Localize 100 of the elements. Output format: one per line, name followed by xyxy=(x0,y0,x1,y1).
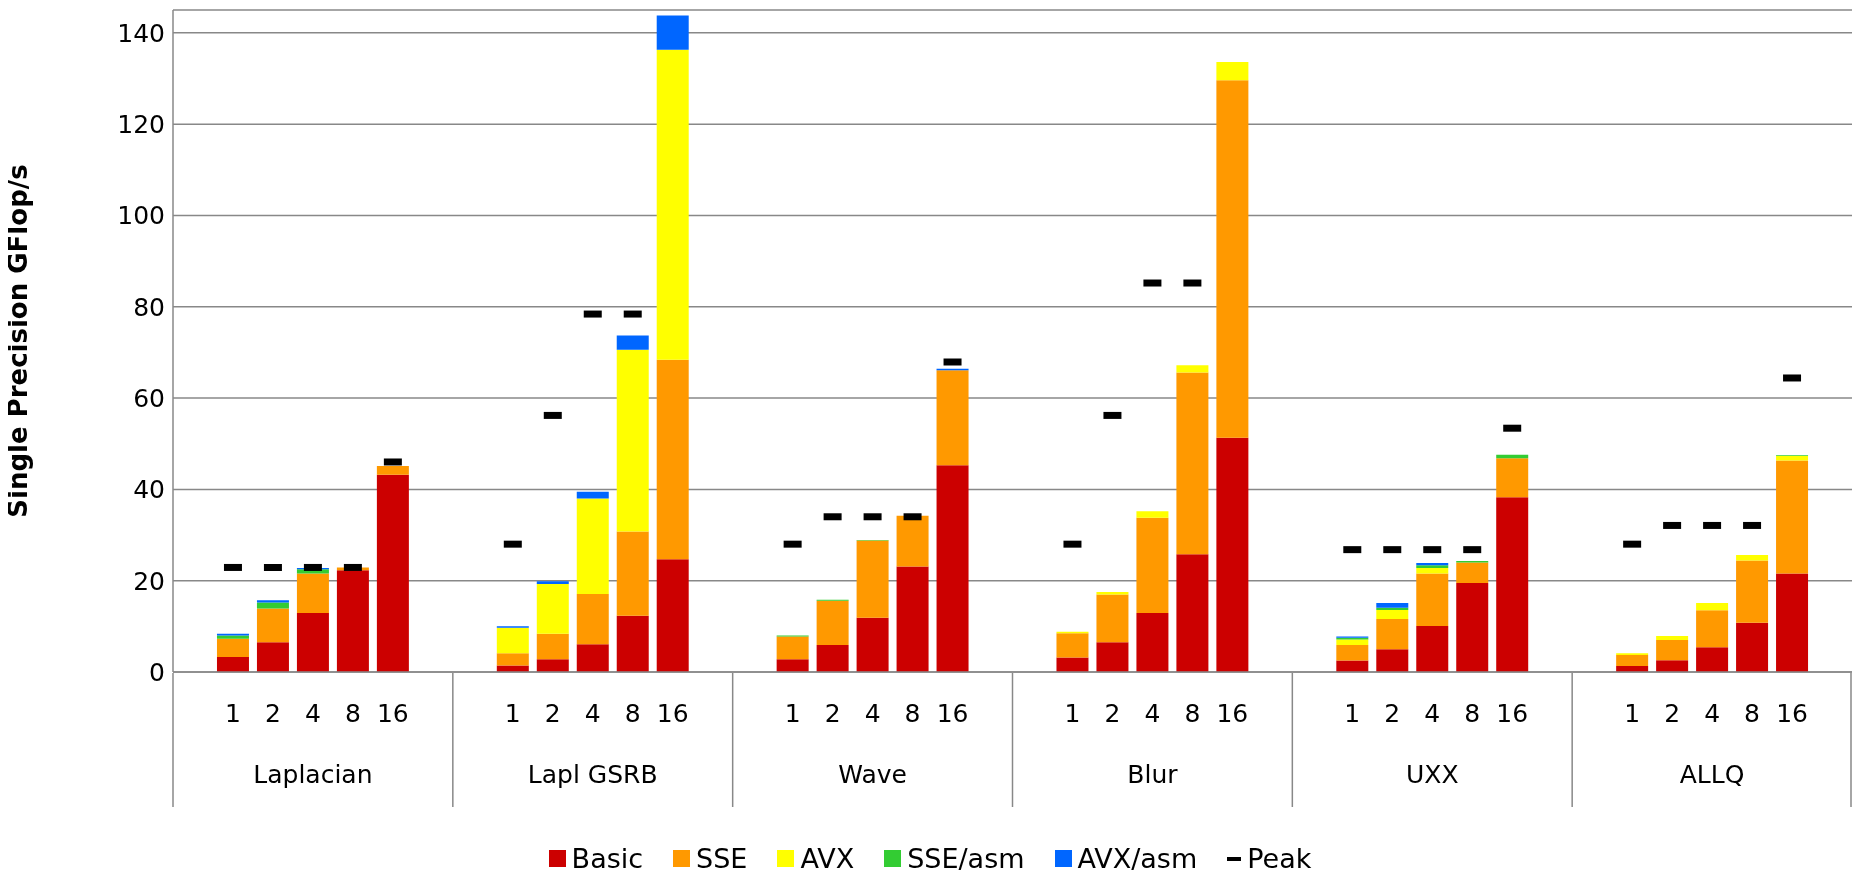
text: Lapl GSRB xyxy=(527,760,658,789)
legend-label: SSE xyxy=(696,843,748,874)
bar xyxy=(256,600,289,603)
bar xyxy=(376,474,409,672)
bar xyxy=(1456,582,1489,672)
bar xyxy=(1176,365,1209,373)
bar xyxy=(256,602,289,609)
bar xyxy=(816,645,849,672)
bar xyxy=(1136,511,1169,518)
x-tick-label: 1 xyxy=(1064,699,1081,728)
bar xyxy=(336,570,369,672)
bar xyxy=(1176,372,1209,555)
bar xyxy=(896,515,929,567)
x-tick-label: 16 xyxy=(1216,699,1249,728)
x-tick-label: 2 xyxy=(1384,699,1401,728)
x-tick-label: 2 xyxy=(544,699,561,728)
text: Wave xyxy=(838,760,907,789)
bar xyxy=(656,15,689,50)
bar xyxy=(1656,635,1689,641)
x-tick-label: 8 xyxy=(1184,699,1201,728)
bar xyxy=(1616,655,1649,667)
bar xyxy=(1376,603,1409,608)
y-tick-label: 20 xyxy=(133,566,165,596)
legend-label: AVX/asm xyxy=(1077,843,1198,874)
bar xyxy=(616,615,649,672)
legend-label: Peak xyxy=(1247,843,1312,874)
y-tick-label: 140 xyxy=(117,18,165,48)
bar xyxy=(776,636,809,660)
bar xyxy=(936,465,969,672)
bar xyxy=(536,633,569,660)
bar xyxy=(1056,657,1089,672)
bar xyxy=(576,498,609,594)
x-tick-label: 8 xyxy=(624,699,641,728)
legend-label: AVX xyxy=(800,843,855,874)
y-tick-label: 60 xyxy=(133,383,165,413)
legend-label: Basic xyxy=(571,843,644,874)
bar xyxy=(496,653,529,666)
bar xyxy=(1216,80,1249,438)
text: Laplacian xyxy=(253,760,373,789)
legend-label: SSE/asm xyxy=(907,843,1025,874)
x-tick-label: 16 xyxy=(376,699,409,728)
bar xyxy=(576,491,609,499)
x-tick-label: 8 xyxy=(1744,699,1761,728)
x-tick-label: 8 xyxy=(904,699,921,728)
x-tick-label: 16 xyxy=(656,699,689,728)
bar xyxy=(1136,613,1169,672)
bar xyxy=(296,573,329,614)
x-tick-label: 1 xyxy=(784,699,801,728)
x-tick-label: 1 xyxy=(1624,699,1641,728)
x-tick-label: 1 xyxy=(504,699,521,728)
bar xyxy=(1696,647,1729,672)
x-tick-label: 8 xyxy=(1464,699,1481,728)
bar xyxy=(776,659,809,672)
text: Blur xyxy=(1127,760,1179,789)
x-tick-label: 4 xyxy=(1704,699,1721,728)
bar xyxy=(1496,497,1529,672)
bar xyxy=(1776,573,1809,672)
y-tick-label: 40 xyxy=(133,475,165,505)
y-tick-label: 100 xyxy=(117,201,165,231)
bar xyxy=(296,613,329,672)
bar xyxy=(1216,437,1249,672)
bar xyxy=(536,583,569,634)
text: UXX xyxy=(1405,760,1459,789)
bar xyxy=(1216,62,1249,81)
x-tick-label: 4 xyxy=(1144,699,1161,728)
x-tick-label: 1 xyxy=(225,699,241,728)
x-tick-label: 16 xyxy=(936,699,969,728)
bar xyxy=(1736,622,1769,672)
bar xyxy=(1376,609,1409,620)
bar xyxy=(256,608,289,643)
bar xyxy=(1416,573,1449,626)
bar xyxy=(496,627,529,654)
bar xyxy=(1416,567,1449,574)
y-tick-label: 80 xyxy=(133,292,165,322)
bar xyxy=(616,349,649,532)
y-tick-label: 0 xyxy=(149,657,165,687)
bar xyxy=(1776,456,1809,461)
bar xyxy=(1136,517,1169,614)
bar xyxy=(536,581,569,584)
bar xyxy=(216,638,249,657)
bar xyxy=(856,617,889,672)
x-tick-label: 4 xyxy=(1424,699,1441,728)
y-axis-title: Single Precision GFlop/s xyxy=(3,164,34,518)
bar xyxy=(576,593,609,645)
x-tick-label: 2 xyxy=(1104,699,1121,728)
x-tick-label: 2 xyxy=(264,699,281,728)
bar xyxy=(1696,603,1729,611)
bar xyxy=(1776,460,1809,574)
bar xyxy=(1696,610,1729,648)
bar xyxy=(536,659,569,672)
x-tick-label: 4 xyxy=(584,699,601,728)
y-tick-label: 120 xyxy=(117,110,165,140)
bar xyxy=(816,600,849,646)
bar xyxy=(1176,554,1209,672)
bar xyxy=(1336,645,1369,661)
x-tick-label: 16 xyxy=(1496,699,1529,728)
bar xyxy=(1096,642,1129,672)
bar xyxy=(616,531,649,616)
x-tick-label: 1 xyxy=(1344,699,1361,728)
bar xyxy=(576,644,609,672)
